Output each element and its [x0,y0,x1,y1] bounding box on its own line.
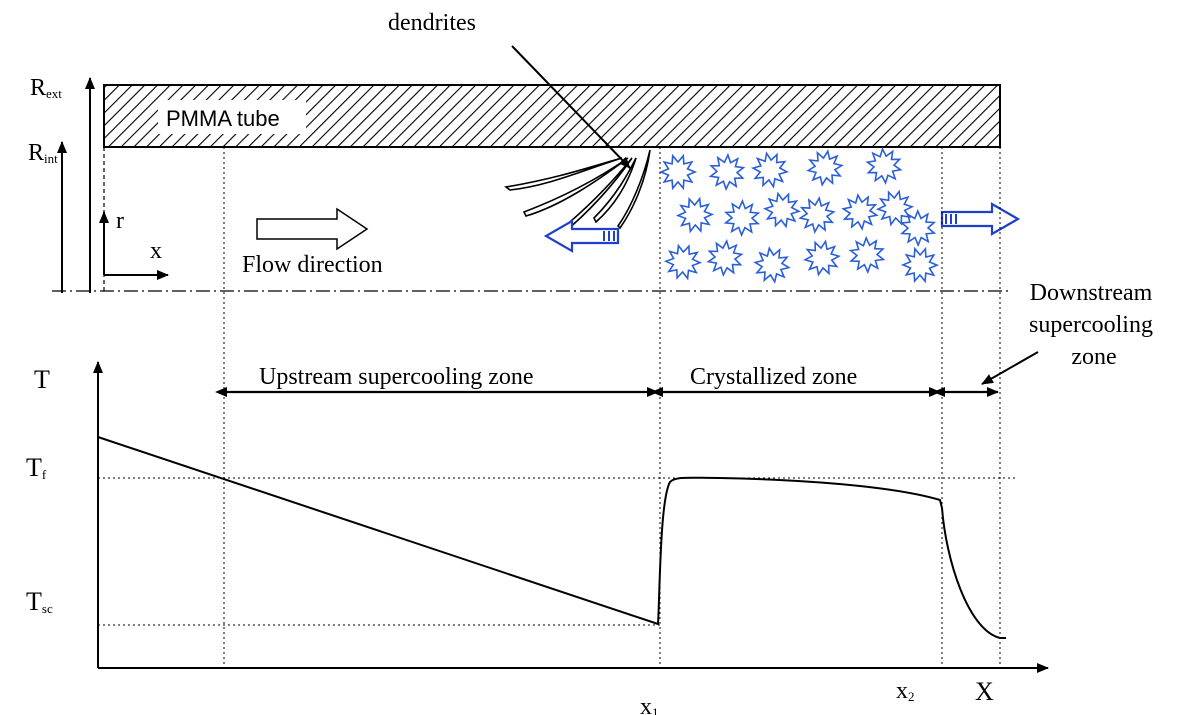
r-ext-label: Rext [30,75,62,101]
downstream-pointer [981,351,1039,385]
dendrites-pointer [511,45,631,169]
X-axis-label: X [975,677,994,706]
crystal [865,147,903,185]
upstream-zone-label: Upstream supercooling zone [259,364,534,390]
zone-guides [98,147,1016,668]
crystals [658,147,940,284]
tsc-label: Tsc [26,587,53,616]
pmma-tube-label: PMMA tube [166,106,280,131]
crystallized-zone-label: Crystallized zone [690,364,857,390]
crystal [706,239,744,277]
crystal [658,153,698,191]
r-int-label: Rint [28,140,58,166]
crystal [899,208,937,248]
downstream-zone-label: Downstream supercooling zone [1029,280,1159,370]
t-axis-label: T [34,365,50,394]
crystal [900,246,940,284]
dendrites-label: dendrites [388,10,476,36]
crystal [675,196,715,234]
crystal [875,189,915,227]
x2-label: x2 [896,678,915,704]
crystal [763,191,801,229]
r-axis-label: r [116,208,124,234]
crystal [723,198,761,238]
dendrites [504,149,651,238]
crystal [753,246,791,284]
crystal [848,235,886,275]
crystal [841,193,879,231]
crystal [751,151,789,189]
flow-direction-arrow [256,207,369,251]
flow-direction-label: Flow direction [242,252,383,278]
pmma-tube-label-bg [158,100,306,134]
crystal [803,239,841,277]
x1-label: x1 [640,694,659,715]
outflow-arrow [940,202,1021,236]
crystal [663,243,703,281]
backflow-arrow [543,219,620,253]
temperature-curve [97,436,1006,639]
crystal [806,149,844,187]
crystal [708,152,746,192]
tf-label: Tf [26,453,47,482]
crystal [798,195,836,235]
x-axis-label: x [150,238,162,264]
